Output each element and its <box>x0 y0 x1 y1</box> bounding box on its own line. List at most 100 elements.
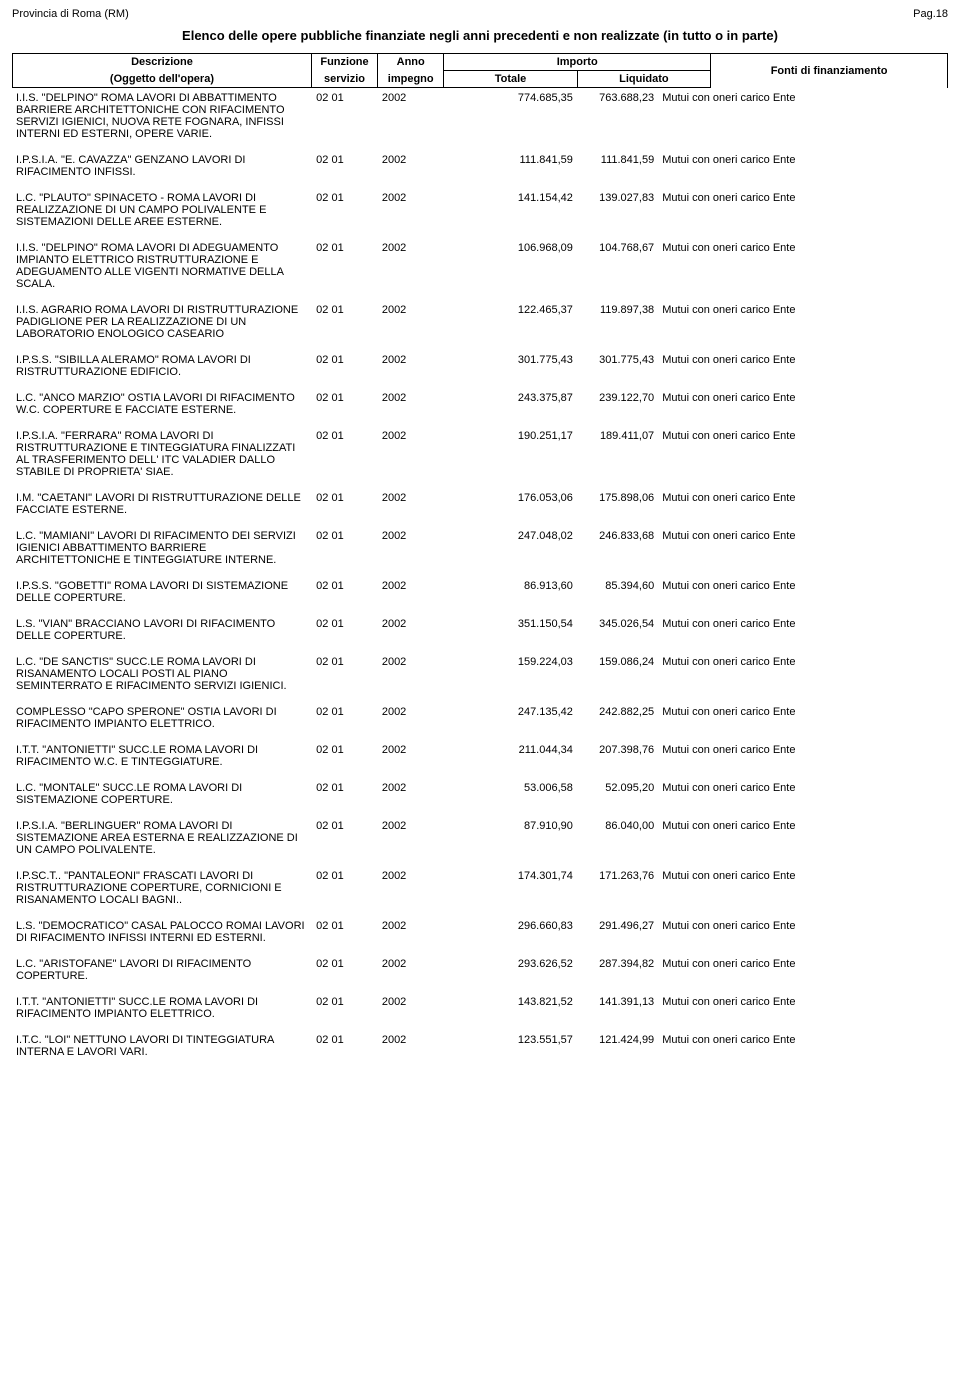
cell-tot: 143.821,52 <box>443 992 576 1030</box>
cell-liq: 86.040,00 <box>577 816 658 866</box>
cell-fun: 02 01 <box>312 426 378 488</box>
cell-anno: 2002 <box>378 188 444 238</box>
cell-font: Mutui con oneri carico Ente <box>658 426 948 488</box>
cell-font: Mutui con oneri carico Ente <box>658 816 948 866</box>
table-row: I.P.S.S. "GOBETTI" ROMA LAVORI DI SISTEM… <box>12 576 948 614</box>
cell-tot: 296.660,83 <box>443 916 576 954</box>
cell-fun: 02 01 <box>312 388 378 426</box>
cell-tot: 247.135,42 <box>443 702 576 740</box>
cell-desc: I.P.S.S. "SIBILLA ALERAMO" ROMA LAVORI D… <box>12 350 312 388</box>
cell-desc: I.P.S.I.A. "E. CAVAZZA" GENZANO LAVORI D… <box>12 150 312 188</box>
top-row: Provincia di Roma (RM) Pag.18 <box>12 8 948 20</box>
cell-fun: 02 01 <box>312 816 378 866</box>
cell-tot: 176.053,06 <box>443 488 576 526</box>
cell-liq: 239.122,70 <box>577 388 658 426</box>
cell-liq: 287.394,82 <box>577 954 658 992</box>
cell-anno: 2002 <box>378 426 444 488</box>
cell-tot: 106.968,09 <box>443 238 576 300</box>
cell-anno: 2002 <box>378 300 444 350</box>
cell-liq: 291.496,27 <box>577 916 658 954</box>
cell-anno: 2002 <box>378 778 444 816</box>
cell-tot: 351.150,54 <box>443 614 576 652</box>
page-title: Elenco delle opere pubbliche finanziate … <box>12 28 948 43</box>
table-row: L.C. "PLAUTO" SPINACETO - ROMA LAVORI DI… <box>12 188 948 238</box>
cell-liq: 159.086,24 <box>577 652 658 702</box>
table-row: I.T.C. "LOI" NETTUNO LAVORI DI TINTEGGIA… <box>12 1030 948 1068</box>
cell-font: Mutui con oneri carico Ente <box>658 526 948 576</box>
col-desc-1: Descrizione <box>13 54 312 71</box>
cell-font: Mutui con oneri carico Ente <box>658 1030 948 1068</box>
cell-font: Mutui con oneri carico Ente <box>658 576 948 614</box>
col-anno-2: impegno <box>378 71 444 88</box>
cell-desc: I.P.S.I.A. "BERLINGUER" ROMA LAVORI DI S… <box>12 816 312 866</box>
cell-font: Mutui con oneri carico Ente <box>658 88 948 150</box>
col-fonti: Fonti di finanziamento <box>711 54 948 88</box>
cell-anno: 2002 <box>378 816 444 866</box>
cell-fun: 02 01 <box>312 488 378 526</box>
cell-desc: I.P.S.I.A. "FERRARA" ROMA LAVORI DI RIST… <box>12 426 312 488</box>
cell-fun: 02 01 <box>312 614 378 652</box>
cell-anno: 2002 <box>378 954 444 992</box>
cell-font: Mutui con oneri carico Ente <box>658 866 948 916</box>
table-row: I.M. "CAETANI" LAVORI DI RISTRUTTURAZION… <box>12 488 948 526</box>
cell-font: Mutui con oneri carico Ente <box>658 992 948 1030</box>
table-row: L.C. "MONTALE" SUCC.LE ROMA LAVORI DI SI… <box>12 778 948 816</box>
col-desc-2: (Oggetto dell'opera) <box>13 71 312 88</box>
cell-anno: 2002 <box>378 488 444 526</box>
cell-font: Mutui con oneri carico Ente <box>658 388 948 426</box>
cell-tot: 159.224,03 <box>443 652 576 702</box>
cell-liq: 119.897,38 <box>577 300 658 350</box>
cell-anno: 2002 <box>378 576 444 614</box>
cell-desc: COMPLESSO "CAPO SPERONE" OSTIA LAVORI DI… <box>12 702 312 740</box>
cell-font: Mutui con oneri carico Ente <box>658 652 948 702</box>
col-fun-2: servizio <box>311 71 377 88</box>
cell-fun: 02 01 <box>312 702 378 740</box>
cell-tot: 190.251,17 <box>443 426 576 488</box>
cell-liq: 301.775,43 <box>577 350 658 388</box>
data-table: I.I.S. "DELPINO" ROMA LAVORI DI ABBATTIM… <box>12 88 948 1068</box>
cell-liq: 242.882,25 <box>577 702 658 740</box>
cell-fun: 02 01 <box>312 1030 378 1068</box>
cell-font: Mutui con oneri carico Ente <box>658 954 948 992</box>
cell-liq: 111.841,59 <box>577 150 658 188</box>
cell-desc: I.P.SC.T.. "PANTALEONI" FRASCATI LAVORI … <box>12 866 312 916</box>
cell-font: Mutui con oneri carico Ente <box>658 238 948 300</box>
cell-desc: I.T.T. "ANTONIETTI" SUCC.LE ROMA LAVORI … <box>12 740 312 778</box>
cell-font: Mutui con oneri carico Ente <box>658 614 948 652</box>
page-number: Pag.18 <box>913 8 948 20</box>
cell-tot: 122.465,37 <box>443 300 576 350</box>
cell-anno: 2002 <box>378 350 444 388</box>
cell-anno: 2002 <box>378 866 444 916</box>
cell-anno: 2002 <box>378 992 444 1030</box>
table-row: L.C. "DE SANCTIS" SUCC.LE ROMA LAVORI DI… <box>12 652 948 702</box>
cell-liq: 141.391,13 <box>577 992 658 1030</box>
cell-fun: 02 01 <box>312 300 378 350</box>
table-row: COMPLESSO "CAPO SPERONE" OSTIA LAVORI DI… <box>12 702 948 740</box>
table-row: L.C. "MAMIANI" LAVORI DI RIFACIMENTO DEI… <box>12 526 948 576</box>
cell-desc: L.C. "PLAUTO" SPINACETO - ROMA LAVORI DI… <box>12 188 312 238</box>
cell-liq: 139.027,83 <box>577 188 658 238</box>
cell-font: Mutui con oneri carico Ente <box>658 300 948 350</box>
cell-fun: 02 01 <box>312 238 378 300</box>
cell-tot: 123.551,57 <box>443 1030 576 1068</box>
cell-desc: I.T.T. "ANTONIETTI" SUCC.LE ROMA LAVORI … <box>12 992 312 1030</box>
cell-liq: 207.398,76 <box>577 740 658 778</box>
cell-fun: 02 01 <box>312 778 378 816</box>
cell-anno: 2002 <box>378 88 444 150</box>
table-row: I.P.S.S. "SIBILLA ALERAMO" ROMA LAVORI D… <box>12 350 948 388</box>
province-label: Provincia di Roma (RM) <box>12 8 129 20</box>
cell-fun: 02 01 <box>312 150 378 188</box>
cell-tot: 111.841,59 <box>443 150 576 188</box>
cell-anno: 2002 <box>378 238 444 300</box>
cell-fun: 02 01 <box>312 992 378 1030</box>
cell-desc: L.S. "VIAN" BRACCIANO LAVORI DI RIFACIME… <box>12 614 312 652</box>
cell-font: Mutui con oneri carico Ente <box>658 778 948 816</box>
cell-fun: 02 01 <box>312 916 378 954</box>
cell-anno: 2002 <box>378 526 444 576</box>
cell-desc: I.I.S. AGRARIO ROMA LAVORI DI RISTRUTTUR… <box>12 300 312 350</box>
cell-fun: 02 01 <box>312 740 378 778</box>
cell-font: Mutui con oneri carico Ente <box>658 188 948 238</box>
cell-desc: I.P.S.S. "GOBETTI" ROMA LAVORI DI SISTEM… <box>12 576 312 614</box>
cell-desc: L.C. "MAMIANI" LAVORI DI RIFACIMENTO DEI… <box>12 526 312 576</box>
table-row: I.I.S. AGRARIO ROMA LAVORI DI RISTRUTTUR… <box>12 300 948 350</box>
